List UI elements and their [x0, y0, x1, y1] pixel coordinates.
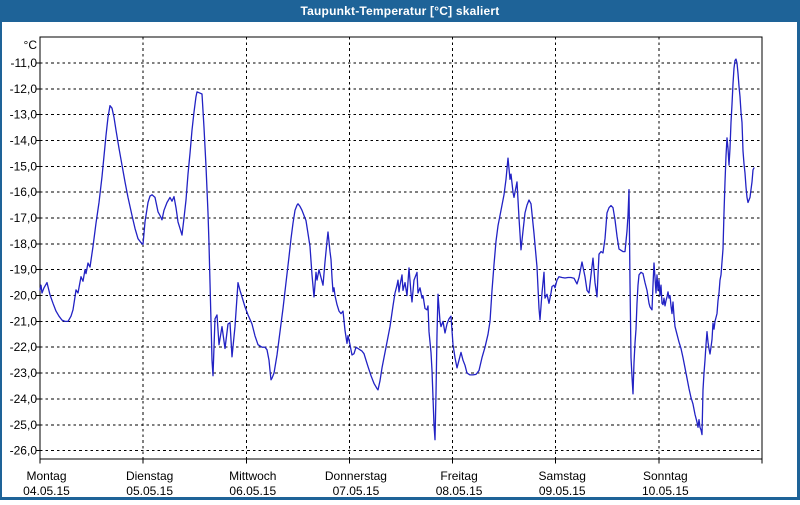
y-tick-label: -24,0 [10, 392, 38, 406]
day-date-label: 08.05.15 [436, 484, 483, 498]
gridlines [40, 37, 762, 459]
y-tick-label: -14,0 [10, 134, 38, 148]
y-tick-label: -11,0 [11, 56, 38, 70]
dewpoint-line-chart: -11,0 -12,0 -13,0 -14,0 -15,0 -16,0 -17,0 -18,0… [10, 36, 763, 498]
y-axis-unit-label: °C [24, 38, 38, 52]
day-date-label: 07.05.15 [333, 484, 380, 498]
y-tick-label: -21,0 [10, 314, 38, 328]
day-date-label: 04.05.15 [23, 484, 70, 498]
y-tick-label: -20,0 [10, 289, 38, 303]
y-tick-label: -12,0 [10, 82, 38, 96]
temperature-line [39, 58, 755, 441]
day-name-label: Dienstag [126, 469, 173, 483]
day-name-label: Freitag [440, 469, 477, 483]
day-date-label: 06.05.15 [229, 484, 276, 498]
y-tick-label: -19,0 [10, 263, 38, 277]
window-title: Taupunkt-Temperatur [°C] skaliert [300, 4, 500, 18]
y-tick-label: -13,0 [10, 108, 38, 122]
y-axis-labels: -11,0 -12,0 -13,0 -14,0 -15,0 -16,0 -17,0 -18,0… [10, 56, 38, 458]
y-tick-label: -15,0 [10, 159, 38, 173]
y-tick-label: -22,0 [10, 340, 38, 354]
chart: -11,0 -12,0 -13,0 -14,0 -15,0 -16,0 -17,0 -18,0… [0, 22, 800, 500]
plot-area [40, 37, 762, 459]
y-tick-label: -23,0 [10, 366, 38, 380]
y-tick-label: -18,0 [10, 237, 38, 251]
day-name-label: Samstag [539, 469, 586, 483]
plot-border [39, 36, 763, 460]
axis-ticks [35, 62, 763, 464]
y-tick-label: -16,0 [10, 185, 38, 199]
day-date-label: 10.05.15 [642, 484, 689, 498]
day-date-label: 05.05.15 [126, 484, 173, 498]
y-tick-label: -25,0 [10, 418, 38, 432]
day-date-label: 09.05.15 [539, 484, 586, 498]
window-title-bar: Taupunkt-Temperatur [°C] skaliert [0, 0, 800, 22]
day-name-label: Montag [26, 469, 66, 483]
day-name-label: Donnerstag [325, 469, 387, 483]
day-name-label: Sonntag [643, 469, 688, 483]
day-name-label: Mittwoch [229, 469, 276, 483]
y-tick-label: -26,0 [10, 444, 38, 458]
y-tick-label: -17,0 [10, 211, 38, 225]
